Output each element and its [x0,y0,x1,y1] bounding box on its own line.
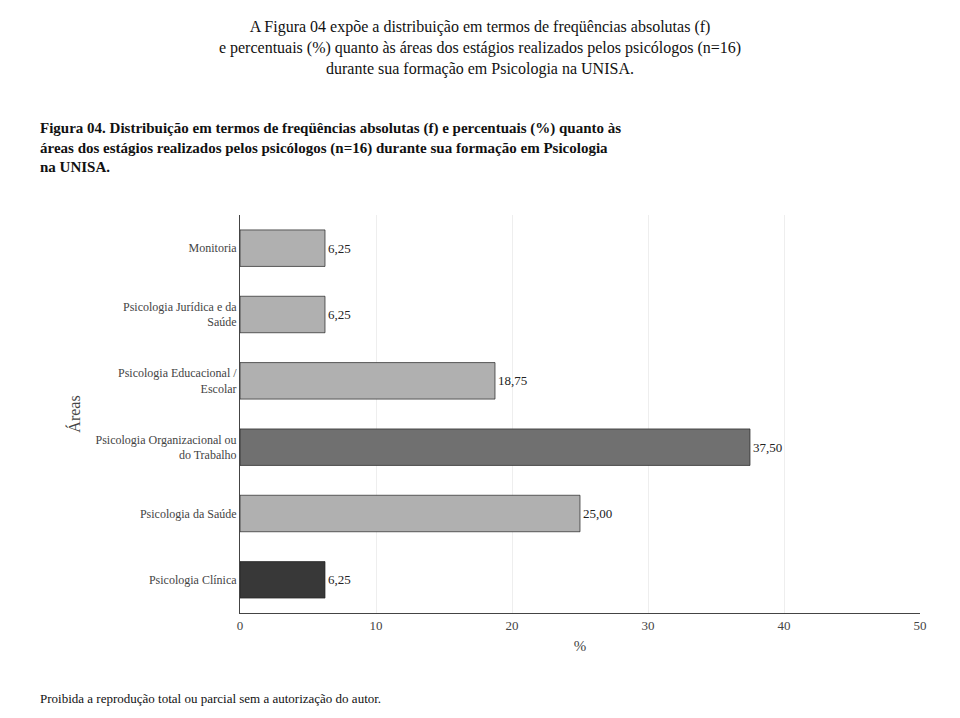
svg-text:Áreas: Áreas [65,395,83,432]
svg-text:Psicologia Organizacional oudo: Psicologia Organizacional oudo Trabalho [96,433,237,463]
svg-text:Psicologia da Saúde: Psicologia da Saúde [140,507,237,521]
svg-text:A Figura 04 expõe a distribuiç: A Figura 04 expõe a distribuição em term… [219,18,741,78]
svg-text:37,50: 37,50 [753,440,782,455]
svg-text:50: 50 [914,618,927,633]
svg-text:Proibida a reprodução total ou: Proibida a reprodução total ou parcial s… [40,691,381,706]
svg-text:0: 0 [237,618,244,633]
svg-text:Psicologia Jurídica e daSaúde: Psicologia Jurídica e daSaúde [123,300,237,330]
svg-text:%: % [574,638,587,654]
svg-text:Monitoria: Monitoria [189,241,238,255]
svg-text:30: 30 [642,618,655,633]
svg-text:6,25: 6,25 [328,572,351,587]
svg-text:20: 20 [506,618,519,633]
svg-text:Psicologia Educacional /Escola: Psicologia Educacional /Escolar [118,366,237,396]
svg-text:6,25: 6,25 [328,241,351,256]
svg-text:18,75: 18,75 [498,373,527,388]
svg-text:10: 10 [370,618,383,633]
svg-text:25,00: 25,00 [583,506,612,521]
svg-text:40: 40 [778,618,791,633]
svg-text:6,25: 6,25 [328,307,351,322]
svg-text:Psicologia Clínica: Psicologia Clínica [149,573,237,587]
svg-text:Figura 04. Distribuição em ter: Figura 04. Distribuição em termos de fre… [40,120,621,175]
